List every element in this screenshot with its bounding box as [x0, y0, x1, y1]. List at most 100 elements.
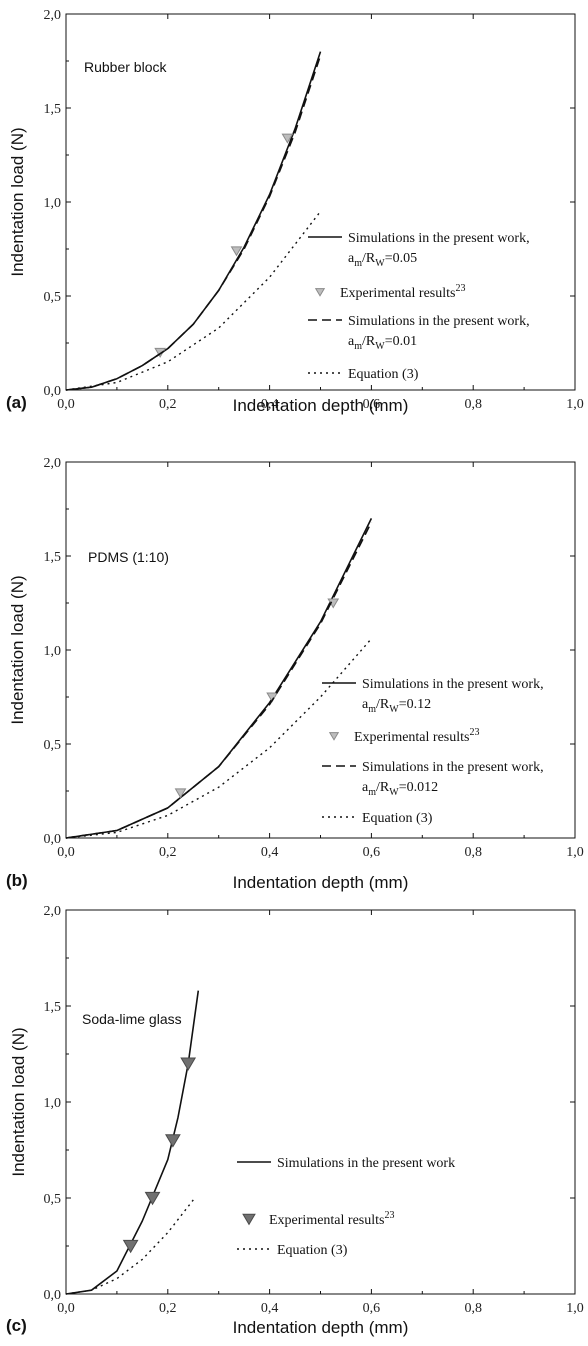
x-tick-label: 0,4	[261, 1301, 279, 1316]
x-axis-title: Indentation depth (mm)	[233, 1318, 409, 1337]
sample-label: Rubber block	[84, 59, 167, 75]
legend-label-part: Simulations in the present work,	[362, 677, 544, 692]
legend-label: Equation (3)	[277, 1243, 348, 1258]
legend-part: a	[348, 251, 355, 266]
y-tick-label: 0,5	[44, 1192, 62, 1207]
x-tick-label: 0,2	[159, 397, 177, 412]
legend-subscript: W	[389, 704, 399, 715]
series-line-dotted	[65, 210, 322, 391]
legend-label-part: Experimental results	[354, 730, 469, 745]
y-tick-label: 1,0	[44, 644, 62, 659]
legend-label: Experimental results23	[340, 283, 465, 301]
legend-part: /R	[376, 780, 390, 795]
legend-label-second-line: am/RW=0.12	[362, 697, 431, 715]
legend-part: /R	[362, 251, 376, 266]
legend-part: =0.012	[399, 780, 438, 795]
legend-label-part: Experimental results	[269, 1213, 384, 1228]
x-tick-label: 1,0	[566, 397, 584, 412]
legend-subscript: m	[368, 704, 376, 715]
x-tick-label: 0,2	[159, 845, 177, 860]
panel-letter: (a)	[6, 393, 27, 412]
y-tick-label: 0,0	[44, 1288, 62, 1303]
x-tick-label: 0,4	[261, 397, 279, 412]
legend-label: Experimental results23	[269, 1210, 394, 1228]
y-tick-label: 2,0	[44, 904, 62, 919]
series-line-solid	[65, 518, 373, 839]
panel-2: 0,0 0,2 0,4 0,6 0,8 1,0 0,0 0,5 1,0 1,5 2,0 Indenta…	[6, 904, 584, 1337]
x-tick-label: 1,0	[566, 1301, 584, 1316]
legend-label-part: Simulations in the present work,	[348, 314, 530, 329]
x-tick-label: 0,8	[464, 845, 482, 860]
legend-marker	[314, 288, 326, 297]
x-tick-label: 0,8	[464, 1301, 482, 1316]
legend-superscript: 23	[455, 283, 465, 294]
y-tick-label: 0,0	[44, 384, 62, 399]
series-line-dashed	[65, 521, 373, 839]
legend-label-part: Simulations in the present work,	[348, 231, 530, 246]
legend-marker	[242, 1213, 256, 1226]
y-tick-label: 1,0	[44, 196, 62, 211]
x-axis-title: Indentation depth (mm)	[233, 396, 409, 415]
data-point	[144, 1191, 161, 1206]
data-point	[281, 133, 294, 144]
x-tick-label: 0,2	[159, 1301, 177, 1316]
series-line-dotted	[65, 638, 372, 839]
legend-label: Equation (3)	[362, 811, 433, 826]
y-tick-label: 1,5	[44, 1000, 62, 1015]
y-tick-label: 1,5	[44, 550, 62, 565]
data-point	[165, 1134, 181, 1148]
x-tick-label: 0,6	[363, 1301, 381, 1316]
series-line-solid	[65, 51, 322, 391]
legend-label: Simulations in the present work	[277, 1156, 455, 1171]
legend-part: =0.01	[385, 334, 417, 349]
legend-marker	[328, 732, 340, 741]
legend-label-part: Equation (3)	[348, 367, 419, 382]
legend-label: Simulations in the present work,	[362, 760, 544, 775]
legend-subscript: m	[354, 258, 362, 269]
y-axis-title: Indentation load (N)	[9, 1027, 28, 1176]
data-point	[180, 1057, 197, 1071]
legend-part: /R	[362, 334, 376, 349]
legend-subscript: W	[375, 258, 385, 269]
panel-0: 0,0 0,2 0,4 0,6 0,8 1,0 0,0 0,5 1,0 1,5 2,0 Indenta…	[6, 8, 584, 415]
x-tick-label: 0,4	[261, 845, 279, 860]
legend-part: a	[362, 697, 369, 712]
legend-part: =0.12	[399, 697, 431, 712]
legend-label-second-line: am/RW=0.01	[348, 334, 417, 352]
x-tick-label: 0,6	[363, 397, 381, 412]
legend-part: a	[362, 780, 369, 795]
legend-label: Equation (3)	[348, 367, 419, 382]
legend-label: Experimental results23	[354, 727, 479, 745]
y-tick-label: 2,0	[44, 8, 62, 23]
legend-subscript: m	[354, 341, 362, 352]
y-axis-title: Indentation load (N)	[8, 575, 27, 724]
plot-frame	[65, 909, 576, 1295]
legend-label: Simulations in the present work,	[348, 231, 530, 246]
legend-subscript: m	[368, 787, 376, 798]
y-tick-label: 0,5	[44, 738, 62, 753]
y-tick-label: 2,0	[44, 456, 62, 471]
legend-label-part: Experimental results	[340, 286, 455, 301]
legend-part: /R	[376, 697, 390, 712]
plot-frame	[65, 461, 576, 839]
panel-1: 0,0 0,2 0,4 0,6 0,8 1,0 0,0 0,5 1,0 1,5 2,0 Indenta…	[6, 456, 584, 892]
legend-superscript: 23	[384, 1210, 394, 1221]
legend-subscript: W	[389, 787, 399, 798]
y-tick-label: 0,0	[44, 832, 62, 847]
x-tick-label: 0,6	[363, 845, 381, 860]
legend-label: Simulations in the present work,	[348, 314, 530, 329]
y-tick-label: 0,5	[44, 290, 62, 305]
x-axis-title: Indentation depth (mm)	[233, 873, 409, 892]
x-tick-label: 1,0	[566, 845, 584, 860]
data-point	[230, 246, 243, 257]
y-tick-label: 1,0	[44, 1096, 62, 1111]
data-point	[266, 692, 279, 703]
x-tick-label: 0,8	[464, 397, 482, 412]
series-line-solid	[65, 990, 200, 1295]
data-point	[122, 1239, 139, 1254]
legend-label-second-line: am/RW=0.05	[348, 251, 417, 269]
legend-label-part: Equation (3)	[277, 1243, 348, 1258]
data-point	[174, 788, 187, 799]
y-tick-label: 1,5	[44, 102, 62, 117]
